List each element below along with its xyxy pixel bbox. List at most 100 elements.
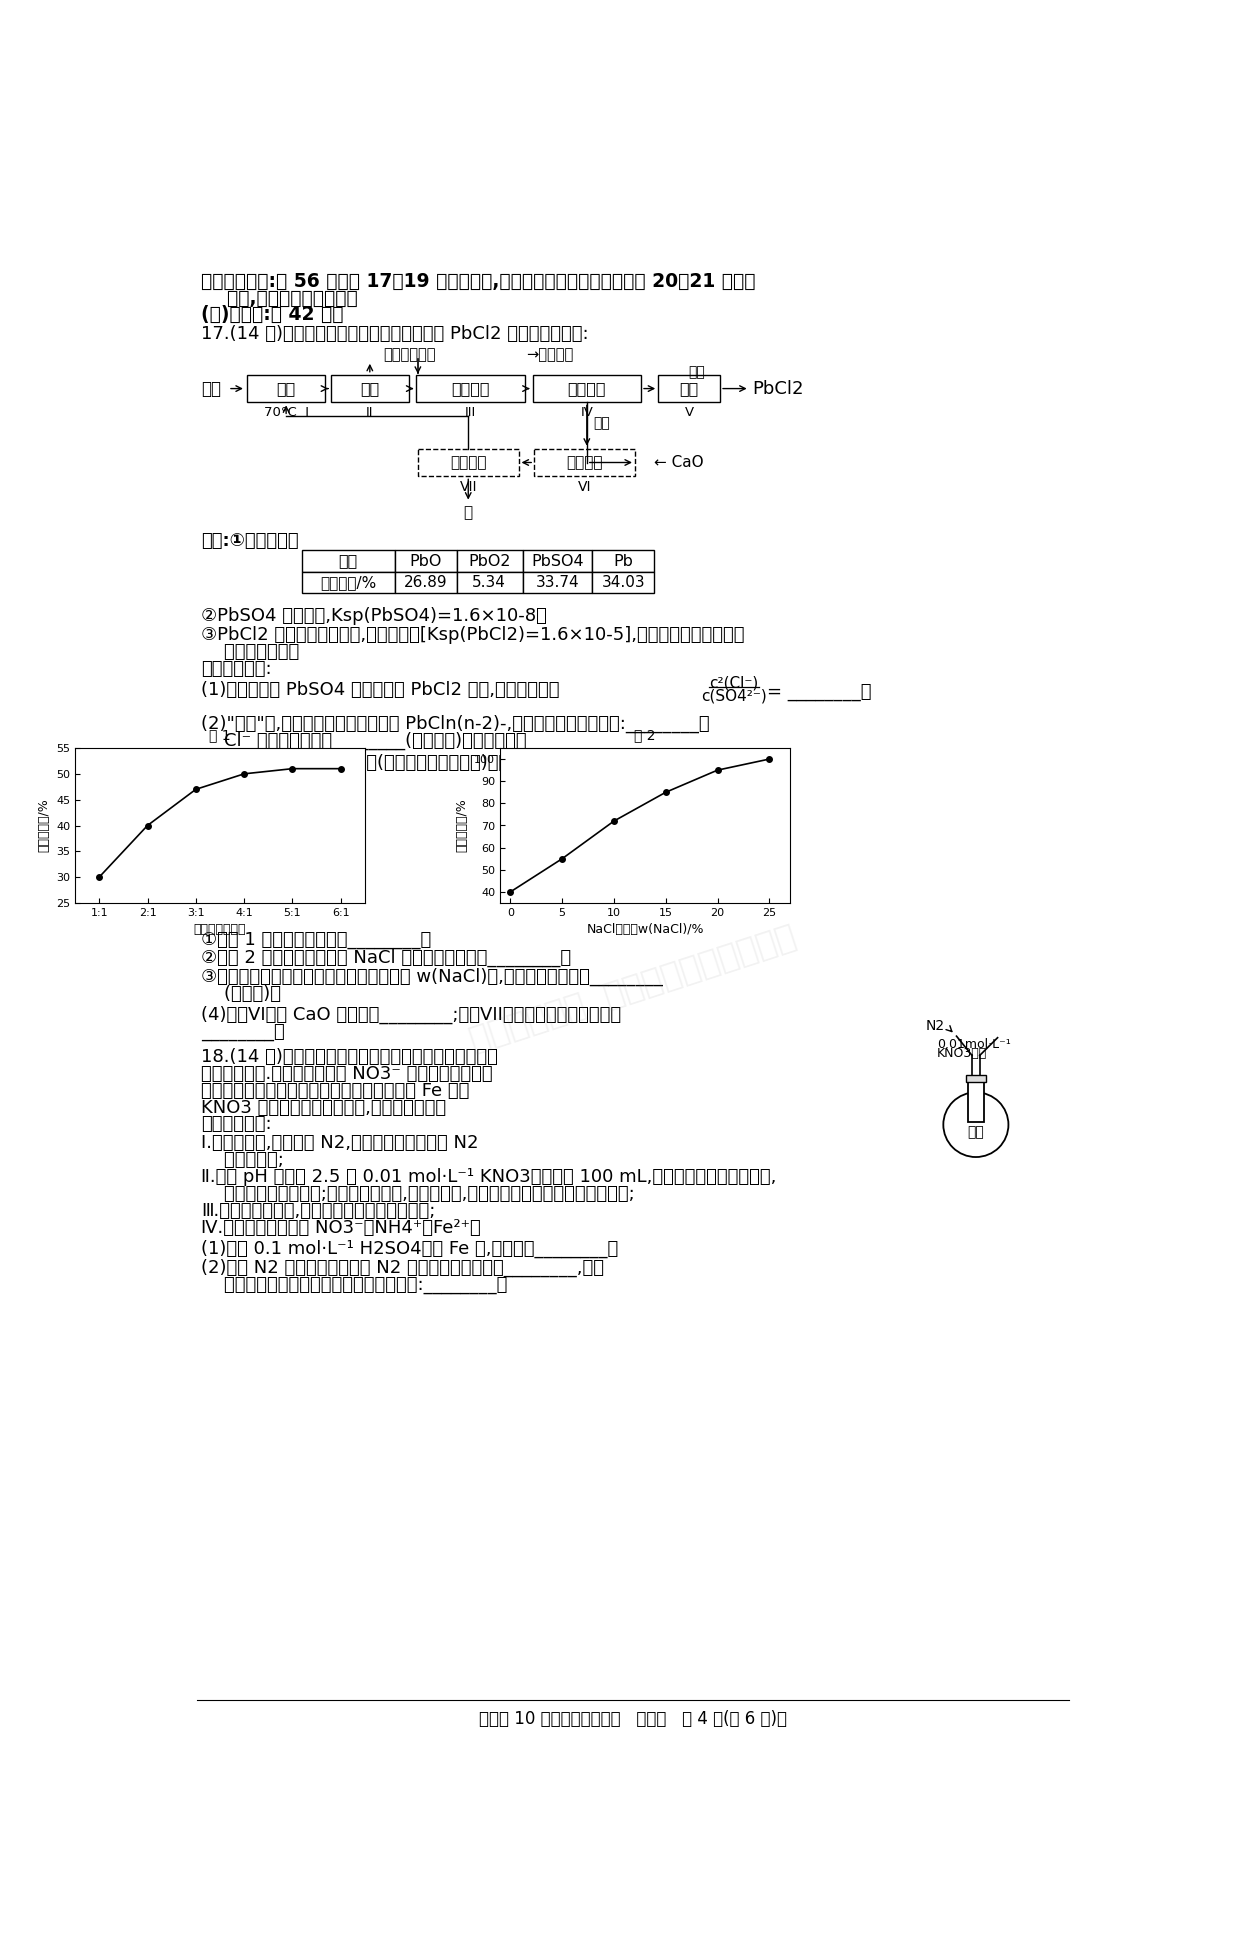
Text: PbO2: PbO2 (468, 553, 510, 569)
FancyBboxPatch shape (395, 571, 457, 594)
Text: 【高三 10 月阶段性质量检测   化学卷   第 4 页(共 6 页)】: 【高三 10 月阶段性质量检测 化学卷 第 4 页(共 6 页)】 (478, 1709, 787, 1728)
Text: (1)先用 0.1 mol·L⁻¹ H2SO4洗涤 Fe 粉,其目的是________。: (1)先用 0.1 mol·L⁻¹ H2SO4洗涤 Fe 粉,其目的是_____… (201, 1241, 619, 1258)
Text: = ________。: = ________。 (767, 684, 871, 701)
FancyBboxPatch shape (522, 550, 593, 571)
Text: 过滤洗涤: 过滤洗涤 (568, 381, 606, 396)
Text: (举两例)。: (举两例)。 (201, 985, 280, 1002)
Title: 图 1: 图 1 (209, 728, 231, 742)
FancyBboxPatch shape (532, 375, 641, 402)
Text: 26.89: 26.89 (404, 575, 447, 590)
FancyBboxPatch shape (522, 571, 593, 594)
Text: →废渣处理: →废渣处理 (526, 348, 573, 361)
FancyBboxPatch shape (395, 550, 457, 571)
Text: VII: VII (459, 480, 477, 493)
Text: 铁粉: 铁粉 (967, 1126, 984, 1140)
Text: KNO3 溶液反应探究脱氮原理,实验装置如图。: KNO3 溶液反应探究脱氮原理,实验装置如图。 (201, 1099, 446, 1117)
Text: IV: IV (580, 406, 593, 419)
FancyBboxPatch shape (247, 375, 325, 402)
FancyBboxPatch shape (968, 1082, 983, 1122)
Text: VI: VI (578, 480, 592, 493)
FancyBboxPatch shape (593, 550, 655, 571)
Text: 氛围中进行;: 氛围中进行; (201, 1152, 284, 1169)
FancyBboxPatch shape (301, 550, 395, 571)
Text: 考题,考生根据要求作答。: 考题,考生根据要求作答。 (201, 289, 358, 307)
Text: c²(Cl⁻): c²(Cl⁻) (709, 676, 758, 689)
Text: (1)常温下饱和 PbSO4 溶液中加入 PbCl2 固体,平衡后溶液中: (1)常温下饱和 PbSO4 溶液中加入 PbCl2 固体,平衡后溶液中 (201, 682, 559, 699)
Text: PbO: PbO (410, 553, 442, 569)
FancyBboxPatch shape (417, 449, 519, 476)
Text: PbSO4: PbSO4 (531, 553, 584, 569)
Text: Pb: Pb (614, 553, 634, 569)
Text: 盐酸、食盐水: 盐酸、食盐水 (383, 348, 436, 361)
Text: 性的环境问题.利用零价铁还原 NO3⁻ 脱除地下水中硝酸: 性的环境问题.利用零价铁还原 NO3⁻ 脱除地下水中硝酸 (201, 1064, 493, 1082)
Text: 过滤: 过滤 (361, 381, 379, 396)
FancyBboxPatch shape (301, 571, 395, 594)
Text: 质量分数/%: 质量分数/% (320, 575, 377, 590)
Text: 5.34: 5.34 (472, 575, 506, 590)
Text: 滤液: 滤液 (593, 416, 610, 431)
X-axis label: NaCl溶液中w(NaCl)/%: NaCl溶液中w(NaCl)/% (587, 922, 704, 936)
Text: 浸取: 浸取 (277, 381, 295, 396)
Text: Ⅰ.打开弹簧夹,缓慢通入 N2,并保持后续反应均在 N2: Ⅰ.打开弹簧夹,缓慢通入 N2,并保持后续反应均在 N2 (201, 1134, 478, 1152)
Text: (4)步骤VI加入 CaO 的目的是________;步骤VII滤液中溶质的主要成分为: (4)步骤VI加入 CaO 的目的是________;步骤VII滤液中溶质的主要… (201, 1006, 621, 1023)
FancyBboxPatch shape (966, 1074, 986, 1082)
FancyBboxPatch shape (457, 571, 522, 594)
Text: (2)"浸取"时,硫酸铅会溶于氯化钠生成 PbCln(n-2)-,写出反应的离子方程式:________。: (2)"浸取"时,硫酸铅会溶于氯化钠生成 PbCln(n-2)-,写出反应的离子… (201, 715, 709, 734)
Text: ③提高铅的浸出率除控制浓盐酸与水配比和 w(NaCl)外,还可采取的措施有________: ③提高铅的浸出率除控制浓盐酸与水配比和 w(NaCl)外,还可采取的措施有___… (201, 967, 663, 987)
Text: 有较大影响(如下图所示):: 有较大影响(如下图所示): (201, 771, 352, 788)
Text: (3)铅膏"浸取"时,浓盐酸与水配比(浓盐酸与水的体积比)及其中氯化钠的浓度对铅浸出率: (3)铅膏"浸取"时,浓盐酸与水配比(浓盐酸与水的体积比)及其中氯化钠的浓度对铅… (201, 753, 640, 771)
Text: Ⅳ.检测到滤液中存在 NO3⁻、NH4⁺、Fe²⁺。: Ⅳ.检测到滤液中存在 NO3⁻、NH4⁺、Fe²⁺。 (201, 1220, 480, 1237)
Text: 33.74: 33.74 (536, 575, 579, 590)
Y-axis label: 铅的浸出率/%: 铅的浸出率/% (37, 798, 51, 853)
Text: 氢氧化钠溶液。: 氢氧化钠溶液。 (201, 643, 299, 660)
Text: III: III (464, 406, 477, 419)
Text: 70°C  I: 70°C I (263, 406, 309, 419)
Text: ________。: ________。 (201, 1023, 284, 1041)
Text: 18.(14 分)地下水中硝酸盐造成的氮污染已成为一个世界: 18.(14 分)地下水中硝酸盐造成的氮污染已成为一个世界 (201, 1047, 498, 1066)
Text: PbCl2: PbCl2 (752, 379, 804, 398)
FancyBboxPatch shape (658, 375, 720, 402)
Text: KNO3溶液: KNO3溶液 (937, 1047, 987, 1060)
Text: ③PbCl2 是白色结晶性粉末,微溶于冷水[Ksp(PbCl2)=1.6×10-5],易溶于热水、浓盐酸和: ③PbCl2 是白色结晶性粉末,微溶于冷水[Ksp(PbCl2)=1.6×10-… (201, 625, 745, 643)
Text: Cl⁻ 还会被铅膏中的________(填化学式)氧化为氯气。: Cl⁻ 还会被铅膏中的________(填化学式)氧化为氯气。 (201, 732, 526, 750)
Text: ①由图 1 确定适宜的配比为________。: ①由图 1 确定适宜的配比为________。 (201, 930, 431, 948)
Text: ← CaO: ← CaO (655, 454, 704, 470)
Text: 二、非选择题:共 56 分。第 17～19 题为必考题,每个试题考生都必须作答。第 20～21 题为选: 二、非选择题:共 56 分。第 17～19 题为必考题,每个试题考生都必须作答。… (201, 272, 756, 291)
FancyBboxPatch shape (416, 375, 525, 402)
X-axis label: 浓盐酸与水配比: 浓盐酸与水配比 (194, 922, 246, 936)
Text: 学方程式解释白色物质变为红褐色的原因:________。: 学方程式解释白色物质变为红褐色的原因:________。 (201, 1276, 508, 1293)
Text: 17.(14 分)由废铅蓄电池铅膏采用氯盐法制备 PbCl2 的工艺流程如下:: 17.(14 分)由废铅蓄电池铅膏采用氯盐法制备 PbCl2 的工艺流程如下: (201, 326, 589, 344)
Text: c(SO4²⁻): c(SO4²⁻) (701, 689, 767, 703)
Text: ②由图 2 可知铅的浸出率与 NaCl 质量分数的关系是________。: ②由图 2 可知铅的浸出率与 NaCl 质量分数的关系是________。 (201, 950, 571, 967)
Text: 粤学习小程序  第一时间获取所有资料: 粤学习小程序 第一时间获取所有资料 (466, 919, 800, 1056)
Text: 过滤洗涤: 过滤洗涤 (450, 454, 487, 470)
Text: Ⅱ.加入 pH 已调至 2.5 的 0.01 mol·L⁻¹ KNO3酸性溶液 100 mL,一段时间后铁粉部分溶解,: Ⅱ.加入 pH 已调至 2.5 的 0.01 mol·L⁻¹ KNO3酸性溶液 … (201, 1167, 777, 1187)
FancyBboxPatch shape (534, 449, 635, 476)
FancyBboxPatch shape (331, 375, 409, 402)
Text: (一)必考题:共 42 分。: (一)必考题:共 42 分。 (201, 305, 343, 324)
Text: 渣: 渣 (463, 505, 473, 520)
Text: V: V (684, 406, 694, 419)
Text: 静置冷却: 静置冷却 (451, 381, 490, 396)
Text: N2: N2 (926, 1020, 945, 1033)
Text: 滤饼: 滤饼 (688, 365, 705, 379)
Text: Ⅲ.过滤剩余固体时,表面的白色物质变为红褐色;: Ⅲ.过滤剩余固体时,表面的白色物质变为红褐色; (201, 1202, 435, 1220)
Text: 实验过程如下:: 实验过程如下: (201, 1115, 272, 1134)
Text: 物相: 物相 (338, 553, 358, 569)
Text: II: II (366, 406, 373, 419)
Text: (2)通入 N2 并保持后续反应在 N2 氛围中进行的目的是________,用化: (2)通入 N2 并保持后续反应在 N2 氛围中进行的目的是________,用… (201, 1258, 604, 1278)
Text: 干燥: 干燥 (679, 381, 699, 396)
Text: 已知:①铅膏的组成: 已知:①铅膏的组成 (201, 532, 299, 550)
Text: 0.01mol·L⁻¹: 0.01mol·L⁻¹ (937, 1037, 1011, 1051)
Text: 溶液逐渐变为浅绿色;待铁粉不再溶解,静置后发现,剩余固体表面有少量白色物质附着;: 溶液逐渐变为浅绿色;待铁粉不再溶解,静置后发现,剩余固体表面有少量白色物质附着; (201, 1185, 635, 1202)
Text: 铅膏: 铅膏 (201, 379, 221, 398)
Text: 沉淀转化: 沉淀转化 (567, 454, 603, 470)
Title: 图 2: 图 2 (635, 728, 656, 742)
FancyBboxPatch shape (593, 571, 655, 594)
Text: 盐的方法备受关注。化学研究性学习小组利用 Fe 粉和: 盐的方法备受关注。化学研究性学习小组利用 Fe 粉和 (201, 1082, 469, 1099)
Text: ②PbSO4 难溶于水,Ksp(PbSO4)=1.6×10-8。: ②PbSO4 难溶于水,Ksp(PbSO4)=1.6×10-8。 (201, 608, 547, 625)
Y-axis label: 铅的浸出率/%: 铅的浸出率/% (456, 798, 468, 853)
Text: 回答下列问题:: 回答下列问题: (201, 660, 272, 678)
FancyBboxPatch shape (457, 550, 522, 571)
Text: 34.03: 34.03 (601, 575, 645, 590)
